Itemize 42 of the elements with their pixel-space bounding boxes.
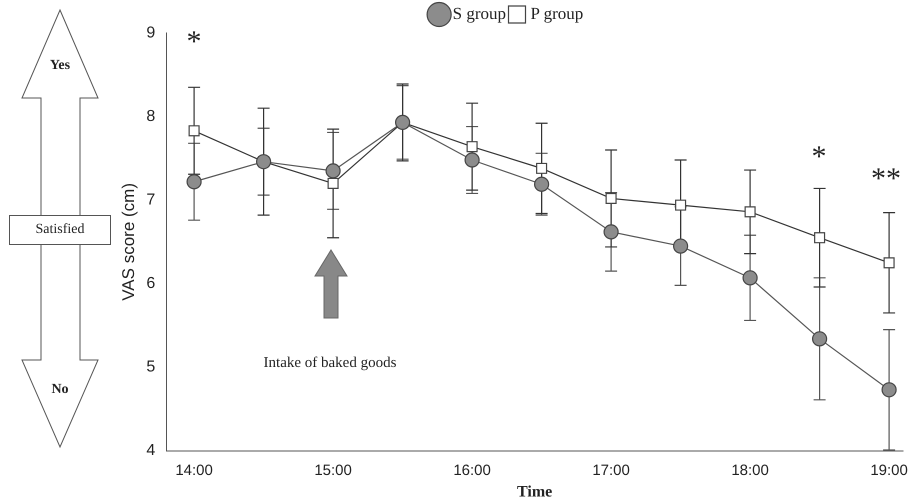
text: Yes [48,58,72,74]
x-tick-label: 15:00 [314,462,352,479]
text: No [50,382,70,398]
point [812,331,828,346]
point [675,200,686,211]
x-tick-label: 18:00 [731,462,769,479]
point [186,174,202,190]
annotation: ** [871,162,901,195]
point [882,382,897,398]
y-tick-label: 4 [146,442,156,460]
point [536,162,548,174]
point [606,192,617,204]
legend-label: P group [530,4,584,23]
x-tick-label: 17:00 [592,462,630,479]
y-tick-label: 6 [146,275,156,292]
y-tick-label: 8 [146,108,156,125]
y-tick-label: 9 [146,24,156,42]
point [673,238,688,254]
point [464,152,480,168]
y-axis-title: VAS score (cm) [118,183,138,301]
x-axis-title: Time [517,484,552,501]
point [744,206,756,218]
point [188,125,200,136]
point [814,232,826,244]
annotation: Intake of baked goods [262,355,398,371]
text: Satisfied [9,215,111,245]
y-tick-label: 7 [146,192,156,209]
point [466,141,478,152]
y-tick-label: 5 [146,358,156,376]
point [328,178,339,189]
point [534,176,550,192]
point [326,163,341,178]
legend-label: S group [452,4,506,23]
point [884,257,895,268]
point [395,114,410,130]
annotation: * [812,140,826,173]
x-tick-label: 16:00 [453,462,491,479]
x-tick-label: 14:00 [175,462,213,479]
x-tick-label: 19:00 [870,462,908,479]
point [742,270,758,286]
point [604,224,619,240]
annotation: * [186,25,202,58]
